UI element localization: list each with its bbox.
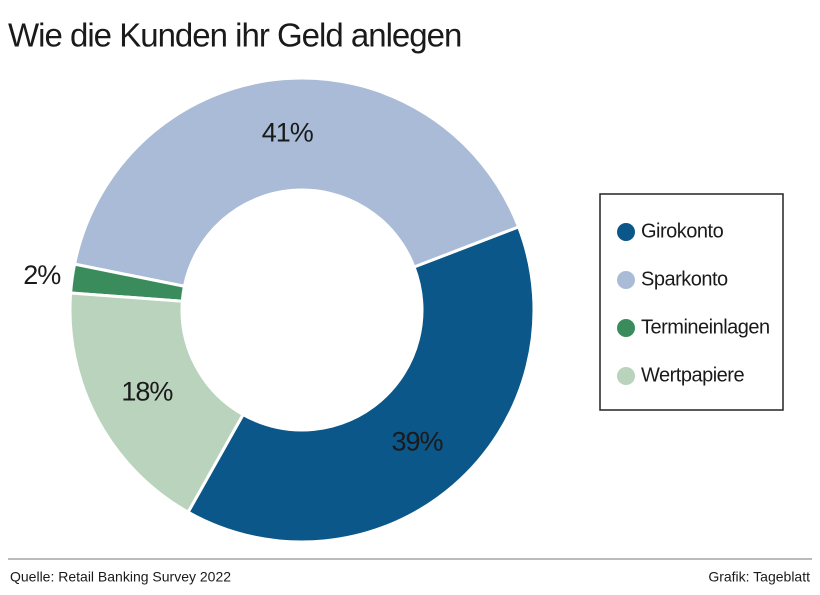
value-label: 18% bbox=[121, 376, 173, 406]
legend-swatch bbox=[617, 367, 635, 385]
legend-label: Wertpapiere bbox=[641, 364, 744, 386]
chart-title: Wie die Kunden ihr Geld anlegen bbox=[8, 17, 461, 54]
legend-label: Sparkonto bbox=[641, 268, 728, 290]
donut-slice bbox=[72, 76, 521, 289]
legend-label: Termineinlagen bbox=[641, 316, 770, 338]
legend-swatch bbox=[617, 223, 635, 241]
credit: Grafik: Tageblatt bbox=[708, 569, 810, 585]
legend-label: Girokonto bbox=[641, 220, 724, 242]
legend-swatch bbox=[617, 271, 635, 289]
value-label: 39% bbox=[391, 426, 443, 456]
value-label: 41% bbox=[262, 118, 314, 148]
value-label: 2% bbox=[23, 260, 61, 290]
donut-slice bbox=[186, 224, 536, 544]
legend-swatch bbox=[617, 319, 635, 337]
source: Quelle: Retail Banking Survey 2022 bbox=[10, 569, 231, 585]
donut-slice bbox=[68, 291, 246, 515]
